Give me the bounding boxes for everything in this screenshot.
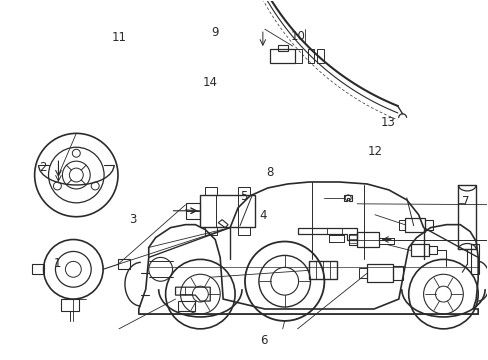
- Bar: [186, 203, 200, 219]
- Bar: [404, 218, 424, 231]
- Bar: [392, 266, 402, 280]
- Bar: [177, 301, 195, 311]
- Text: 2: 2: [40, 161, 47, 174]
- Bar: [424, 220, 432, 230]
- Bar: [277, 45, 287, 51]
- Bar: [205, 187, 217, 195]
- Bar: [307, 49, 314, 63]
- Text: 4: 4: [259, 209, 266, 222]
- Bar: [61, 299, 79, 311]
- Bar: [427, 247, 436, 255]
- Text: 12: 12: [367, 145, 382, 158]
- Bar: [309, 261, 337, 279]
- Bar: [410, 244, 427, 256]
- Bar: [118, 260, 130, 269]
- Text: 10: 10: [290, 30, 305, 43]
- Text: 3: 3: [129, 213, 136, 226]
- Text: 1: 1: [54, 257, 61, 270]
- Text: 14: 14: [203, 76, 218, 89]
- Bar: [457, 185, 475, 249]
- Text: 5: 5: [239, 190, 246, 203]
- Bar: [238, 187, 249, 195]
- Bar: [294, 49, 301, 63]
- Bar: [348, 234, 356, 246]
- Bar: [470, 244, 478, 274]
- Bar: [238, 227, 249, 235]
- Text: 11: 11: [112, 31, 126, 44]
- Bar: [366, 264, 392, 282]
- Bar: [358, 268, 366, 278]
- Text: 6: 6: [260, 334, 267, 347]
- Bar: [356, 231, 378, 247]
- Bar: [200, 195, 254, 227]
- Text: 7: 7: [461, 195, 468, 208]
- Text: 13: 13: [380, 116, 394, 129]
- Text: 9: 9: [211, 26, 219, 39]
- Bar: [269, 49, 294, 63]
- Text: 8: 8: [266, 166, 273, 179]
- Bar: [317, 49, 324, 63]
- Bar: [205, 227, 217, 235]
- Bar: [398, 220, 404, 230]
